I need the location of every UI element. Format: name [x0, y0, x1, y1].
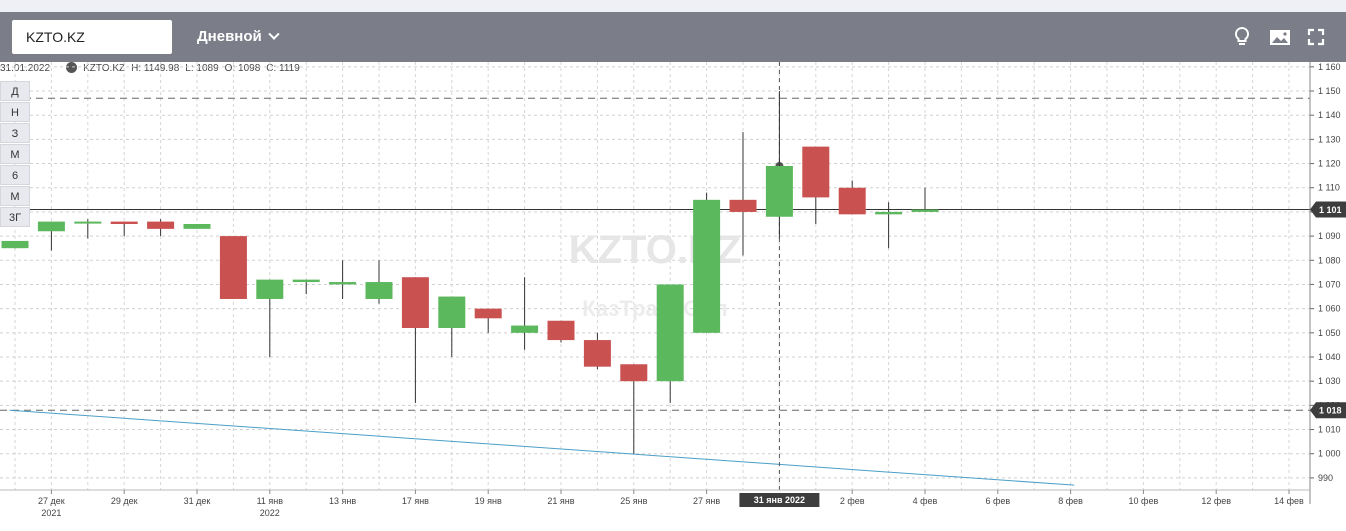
- candle-body: [875, 211, 903, 215]
- price-line-label: 1 018: [1319, 406, 1342, 416]
- candle-body: [438, 296, 466, 328]
- candles: [1, 91, 939, 454]
- time-axis: 27 дек 2021 29 дек 31 дек 11 янв 2022 13 янв 17…: [0, 489, 1310, 518]
- x-tick-label: 29 дек: [111, 496, 138, 506]
- y-tick-label: 1 040: [1318, 352, 1341, 362]
- candle-body: [656, 284, 684, 382]
- y-tick-label: 1 110: [1318, 183, 1340, 193]
- y-tick-label: 1 080: [1318, 255, 1341, 265]
- x-tick-year: 2021: [41, 508, 61, 518]
- lightbulb-icon[interactable]: [1230, 25, 1254, 49]
- candle-body: [74, 221, 102, 224]
- candle-body: [219, 236, 247, 299]
- candle-body: [256, 279, 284, 299]
- candle-body: [183, 224, 211, 229]
- candle-body: [729, 199, 757, 212]
- period-button-day[interactable]: Д: [0, 81, 30, 101]
- crosshair-time-badge: [739, 493, 820, 507]
- candle-body: [147, 221, 175, 229]
- x-tick-label: 17 янв: [402, 496, 429, 506]
- candle-body: [1, 240, 29, 249]
- period-dropdown[interactable]: Дневной: [197, 20, 280, 54]
- ohlc-info-bar: 31.01.2022 KZTO.KZ H: 1149.98 L: 1089 O: 109…: [0, 62, 306, 76]
- y-tick-label: 1 120: [1318, 159, 1341, 169]
- period-button-6m[interactable]: 6: [0, 165, 30, 185]
- price-line-badge: [1310, 402, 1346, 419]
- x-tick-label: 31 дек: [184, 496, 211, 506]
- period-button-week[interactable]: Н: [0, 102, 30, 122]
- y-tick-label: 1 070: [1318, 279, 1341, 289]
- y-tick-label: 1 090: [1318, 231, 1341, 241]
- x-tick-label: 6 фев: [985, 496, 1010, 506]
- candle-body: [583, 340, 611, 367]
- x-tick-label: 2 фев: [840, 496, 865, 506]
- fullscreen-icon[interactable]: [1304, 25, 1328, 49]
- y-tick-label: 1 030: [1318, 376, 1341, 386]
- period-button-3y[interactable]: 3Г: [0, 207, 30, 227]
- y-tick-label: 1 060: [1318, 304, 1341, 314]
- period-buttons: Д Н З М 6 М 3Г: [0, 81, 30, 228]
- candle-body: [620, 364, 648, 382]
- candle-body: [292, 279, 320, 283]
- candle-body: [547, 320, 575, 341]
- chart-grid: [0, 62, 1310, 490]
- info-date: 31.01.2022: [0, 63, 51, 74]
- crosshair-time-label: 31 янв 2022: [754, 495, 805, 505]
- candle-body: [37, 221, 65, 232]
- x-tick-label: 4 фев: [913, 496, 938, 506]
- candle-body: [802, 146, 830, 198]
- x-tick-label: 21 янв: [547, 496, 574, 506]
- x-tick-label: 19 янв: [475, 496, 502, 506]
- x-tick-label: 8 фев: [1058, 496, 1083, 506]
- candle-body: [365, 282, 393, 299]
- x-tick-label: 10 фев: [1129, 496, 1159, 506]
- period-button-3m[interactable]: З: [0, 123, 30, 143]
- period-label: Дневной: [197, 28, 262, 45]
- candle-body: [110, 221, 138, 225]
- period-button-month[interactable]: М: [0, 144, 30, 164]
- info-symbol: KZTO.KZ: [83, 63, 126, 74]
- x-tick-label: 14 фев: [1274, 496, 1304, 506]
- x-tick-label: 27 янв: [693, 496, 720, 506]
- candle-body: [329, 282, 357, 285]
- info-low: L: 1089: [185, 63, 219, 74]
- x-tick-label: 27 дек: [38, 496, 65, 506]
- info-high: H: 1149.98: [131, 63, 180, 74]
- price-line-label: 1 101: [1319, 205, 1342, 215]
- candle-body: [838, 187, 866, 215]
- chart-lines: [0, 62, 1310, 490]
- x-tick-year: 2022: [260, 508, 280, 518]
- symbol-dot-icon: [66, 62, 78, 73]
- y-tick-label: 1 160: [1318, 62, 1341, 72]
- x-tick-label: 12 фев: [1201, 496, 1231, 506]
- y-tick-label: 1 150: [1318, 86, 1341, 96]
- candle-body: [511, 325, 539, 333]
- candle-body: [693, 199, 721, 333]
- image-icon[interactable]: [1267, 25, 1293, 49]
- ticker-input[interactable]: KZTO.KZ: [12, 20, 172, 54]
- y-tick-label: 1 140: [1318, 110, 1341, 120]
- y-tick-label: 1 000: [1318, 449, 1341, 459]
- y-tick-label: 1 130: [1318, 134, 1341, 144]
- candle-body: [911, 209, 939, 212]
- chart-toolbar: KZTO.KZ Дневной: [0, 12, 1346, 62]
- candle-body: [401, 277, 429, 328]
- y-tick-label: 1 010: [1318, 425, 1341, 435]
- candle-body: [474, 308, 502, 319]
- y-tick-label: 1 050: [1318, 328, 1341, 338]
- period-button-m[interactable]: М: [0, 186, 30, 206]
- trend-line: [9, 409, 1075, 486]
- x-tick-label: 11 янв: [257, 496, 284, 506]
- price-line-badge: [1310, 201, 1346, 218]
- top-strip: [0, 0, 1346, 12]
- candle-body: [765, 165, 793, 217]
- x-tick-label: 13 янв: [329, 496, 356, 506]
- info-close: C: 1119: [266, 63, 300, 74]
- info-open: O: 1098: [224, 63, 261, 74]
- y-tick-label: 990: [1318, 473, 1333, 483]
- x-tick-label: 25 янв: [620, 496, 647, 506]
